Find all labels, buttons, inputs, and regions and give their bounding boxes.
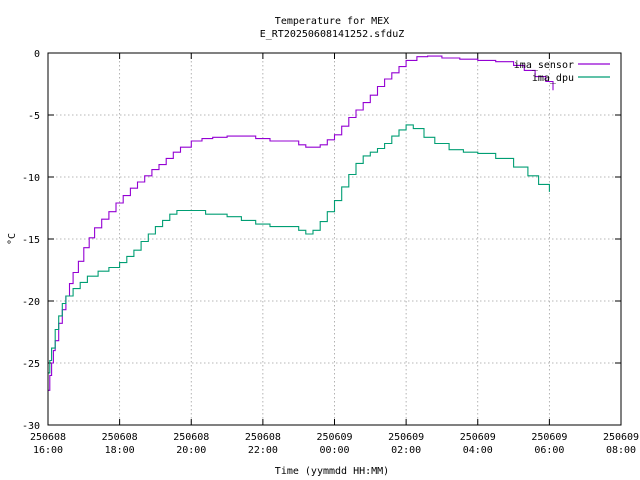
chart-subtitle: E_RT20250608141252.sfduZ bbox=[260, 29, 405, 40]
grid-lines bbox=[48, 53, 621, 425]
x-tick-label-time: 08:00 bbox=[606, 445, 636, 456]
series-line-ima-sensor bbox=[48, 55, 554, 391]
x-tick-label-time: 00:00 bbox=[319, 445, 349, 456]
x-tick-label-time: 02:00 bbox=[391, 445, 421, 456]
y-axis-label: °C bbox=[7, 233, 18, 245]
x-tick-label-date: 250609 bbox=[531, 432, 567, 443]
y-tick-label: -30 bbox=[22, 421, 40, 432]
x-tick-label-date: 250609 bbox=[460, 432, 496, 443]
plot-frame bbox=[47, 52, 622, 426]
x-tick-label-date: 250609 bbox=[603, 432, 639, 443]
legend-label-ima-sensor: ima_sensor bbox=[514, 60, 574, 71]
x-tick-label-date: 250608 bbox=[173, 432, 209, 443]
series-line-ima-dpu bbox=[48, 124, 550, 374]
y-tick-label: -5 bbox=[28, 111, 40, 122]
series-layer bbox=[48, 55, 554, 391]
x-tick-label-time: 22:00 bbox=[248, 445, 278, 456]
y-tick-label: -15 bbox=[22, 235, 40, 246]
y-tick-label: -20 bbox=[22, 297, 40, 308]
chart-title: Temperature for MEX bbox=[275, 16, 389, 27]
x-tick-label-date: 250609 bbox=[316, 432, 352, 443]
legend: ima_sensor ima_dpu bbox=[514, 60, 610, 84]
y-tick-label: -10 bbox=[22, 173, 40, 184]
x-tick-label-time: 04:00 bbox=[463, 445, 493, 456]
x-tick-label-date: 250608 bbox=[30, 432, 66, 443]
x-tick-label-time: 06:00 bbox=[534, 445, 564, 456]
y-tick-label: 0 bbox=[34, 49, 40, 60]
x-tick-label-date: 250608 bbox=[245, 432, 281, 443]
x-axis-label: Time (yymmdd HH:MM) bbox=[275, 466, 389, 477]
legend-label-ima-dpu: ima_dpu bbox=[532, 73, 574, 84]
x-tick-label-time: 20:00 bbox=[176, 445, 206, 456]
y-tick-labels: 0 -5 -10 -15 -20 -25 -30 bbox=[22, 49, 40, 432]
x-tick-label-time: 18:00 bbox=[105, 445, 135, 456]
y-tick-label: -25 bbox=[22, 359, 40, 370]
x-tick-labels: 250608 16:00 250608 18:00 250608 20:00 250608 2… bbox=[30, 432, 639, 456]
x-tick-label-date: 250608 bbox=[102, 432, 138, 443]
x-tick-label-date: 250609 bbox=[388, 432, 424, 443]
x-tick-label-time: 16:00 bbox=[33, 445, 63, 456]
